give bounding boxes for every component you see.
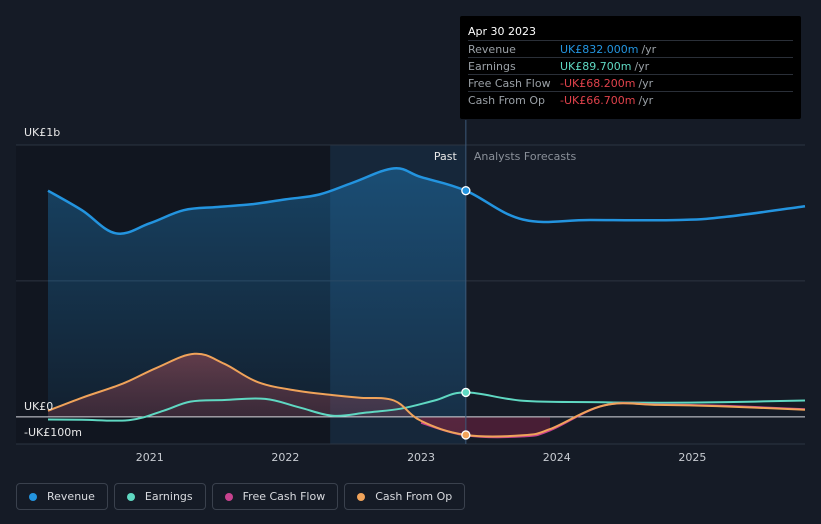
free-cash-flow-dot-icon bbox=[224, 492, 233, 501]
cash-from-op-dot-icon bbox=[357, 492, 366, 501]
tooltip-value: -UK£66.700m/yr bbox=[560, 94, 654, 107]
revenue-dot-icon bbox=[29, 492, 37, 501]
x-tick-label: 2023 bbox=[407, 451, 435, 464]
tooltip-value: -UK£68.200m/yr bbox=[560, 77, 654, 90]
legend-item-earnings[interactable]: Earnings bbox=[113, 483, 206, 510]
revenue-area bbox=[48, 168, 466, 417]
cfo-line bbox=[47, 352, 806, 438]
tooltip-value: UK£89.700m/yr bbox=[560, 60, 650, 73]
tooltip-date: Apr 30 2023 bbox=[468, 25, 537, 38]
x-tick-label: 2024 bbox=[543, 451, 571, 464]
legend-item-revenue[interactable]: Revenue bbox=[16, 483, 108, 510]
y-tick-label-0: UK£0 bbox=[24, 400, 53, 413]
legend-label: Earnings bbox=[144, 490, 193, 503]
legend-label: Cash From Op bbox=[375, 490, 453, 503]
earnings-dot-icon bbox=[126, 492, 135, 501]
tooltip-row-earnings: Earnings UK£89.700m/yr bbox=[468, 57, 793, 75]
revenue-line bbox=[47, 167, 806, 235]
x-tick-label: 2021 bbox=[136, 451, 164, 464]
revenue-marker bbox=[461, 186, 471, 196]
legend-label: Revenue bbox=[47, 490, 95, 503]
legend: Revenue Earnings Free Cash Flow Cash Fro… bbox=[16, 483, 466, 510]
tooltip-label: Revenue bbox=[468, 43, 516, 56]
legend-item-cash-from-op[interactable]: Cash From Op bbox=[344, 483, 466, 510]
forecast-label: Analysts Forecasts bbox=[474, 150, 577, 163]
earnings-marker bbox=[461, 387, 471, 398]
tooltip-value: UK£832.000m/yr bbox=[560, 43, 657, 56]
x-tick-label: 2022 bbox=[271, 451, 299, 464]
cfo-marker bbox=[461, 430, 471, 440]
tooltip-label: Free Cash Flow bbox=[468, 77, 551, 90]
legend-item-free-cash-flow[interactable]: Free Cash Flow bbox=[211, 483, 339, 510]
tooltip-row-cfo: Cash From Op -UK£66.700m/yr bbox=[468, 91, 793, 109]
x-tick-label: 2025 bbox=[678, 451, 706, 464]
y-tick-label-neg100m: -UK£100m bbox=[24, 426, 82, 439]
y-tick-label-1b: UK£1b bbox=[24, 126, 60, 139]
earnings-line bbox=[47, 391, 806, 422]
tooltip-row-fcf: Free Cash Flow -UK£68.200m/yr bbox=[468, 74, 793, 92]
tooltip: Apr 30 2023 Revenue UK£832.000m/yr Earni… bbox=[460, 16, 801, 119]
tooltip-label: Cash From Op bbox=[468, 94, 546, 107]
legend-label: Free Cash Flow bbox=[242, 490, 326, 503]
past-label: Past bbox=[434, 150, 458, 163]
tooltip-label: Earnings bbox=[468, 60, 516, 73]
tooltip-row-revenue: Revenue UK£832.000m/yr bbox=[468, 40, 793, 58]
